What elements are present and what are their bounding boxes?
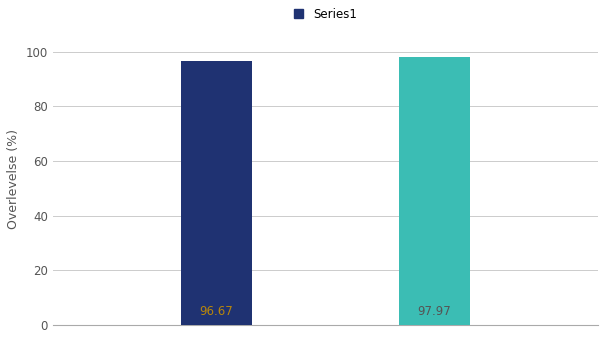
Y-axis label: Overlevelse (%): Overlevelse (%) (7, 129, 20, 229)
Text: 97.97: 97.97 (417, 305, 451, 318)
Bar (399, 57, 470, 325)
Text: 96.67: 96.67 (200, 305, 233, 318)
Legend: Series1: Series1 (289, 3, 361, 26)
Bar (181, 61, 252, 325)
